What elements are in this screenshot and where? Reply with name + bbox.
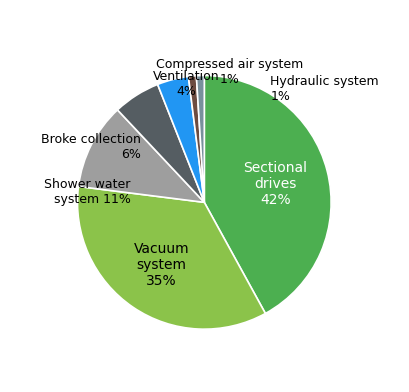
Wedge shape: [188, 76, 204, 202]
Text: Ventilation
4%: Ventilation 4%: [153, 70, 219, 98]
Text: Broke collection
6%: Broke collection 6%: [41, 92, 141, 161]
Wedge shape: [117, 84, 204, 202]
Text: Vacuum
system
35%: Vacuum system 35%: [133, 242, 189, 289]
Text: Hydraulic system
1%: Hydraulic system 1%: [202, 70, 378, 103]
Text: Compressed air system
1%: Compressed air system 1%: [156, 58, 303, 86]
Wedge shape: [157, 76, 204, 202]
Wedge shape: [204, 76, 330, 314]
Wedge shape: [78, 110, 204, 202]
Text: Shower water
system 11%: Shower water system 11%: [44, 145, 130, 206]
Wedge shape: [196, 76, 204, 202]
Text: Sectional
drives
42%: Sectional drives 42%: [243, 161, 307, 207]
Wedge shape: [77, 187, 265, 329]
